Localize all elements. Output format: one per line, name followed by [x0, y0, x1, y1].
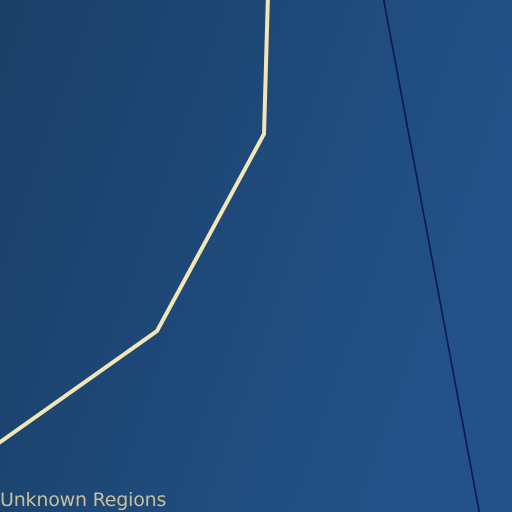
region-label-unknown-regions[interactable]: Unknown Regions [0, 489, 167, 511]
hyperspace-route-line[interactable] [0, 0, 270, 445]
region-boundary-line [382, 0, 481, 512]
